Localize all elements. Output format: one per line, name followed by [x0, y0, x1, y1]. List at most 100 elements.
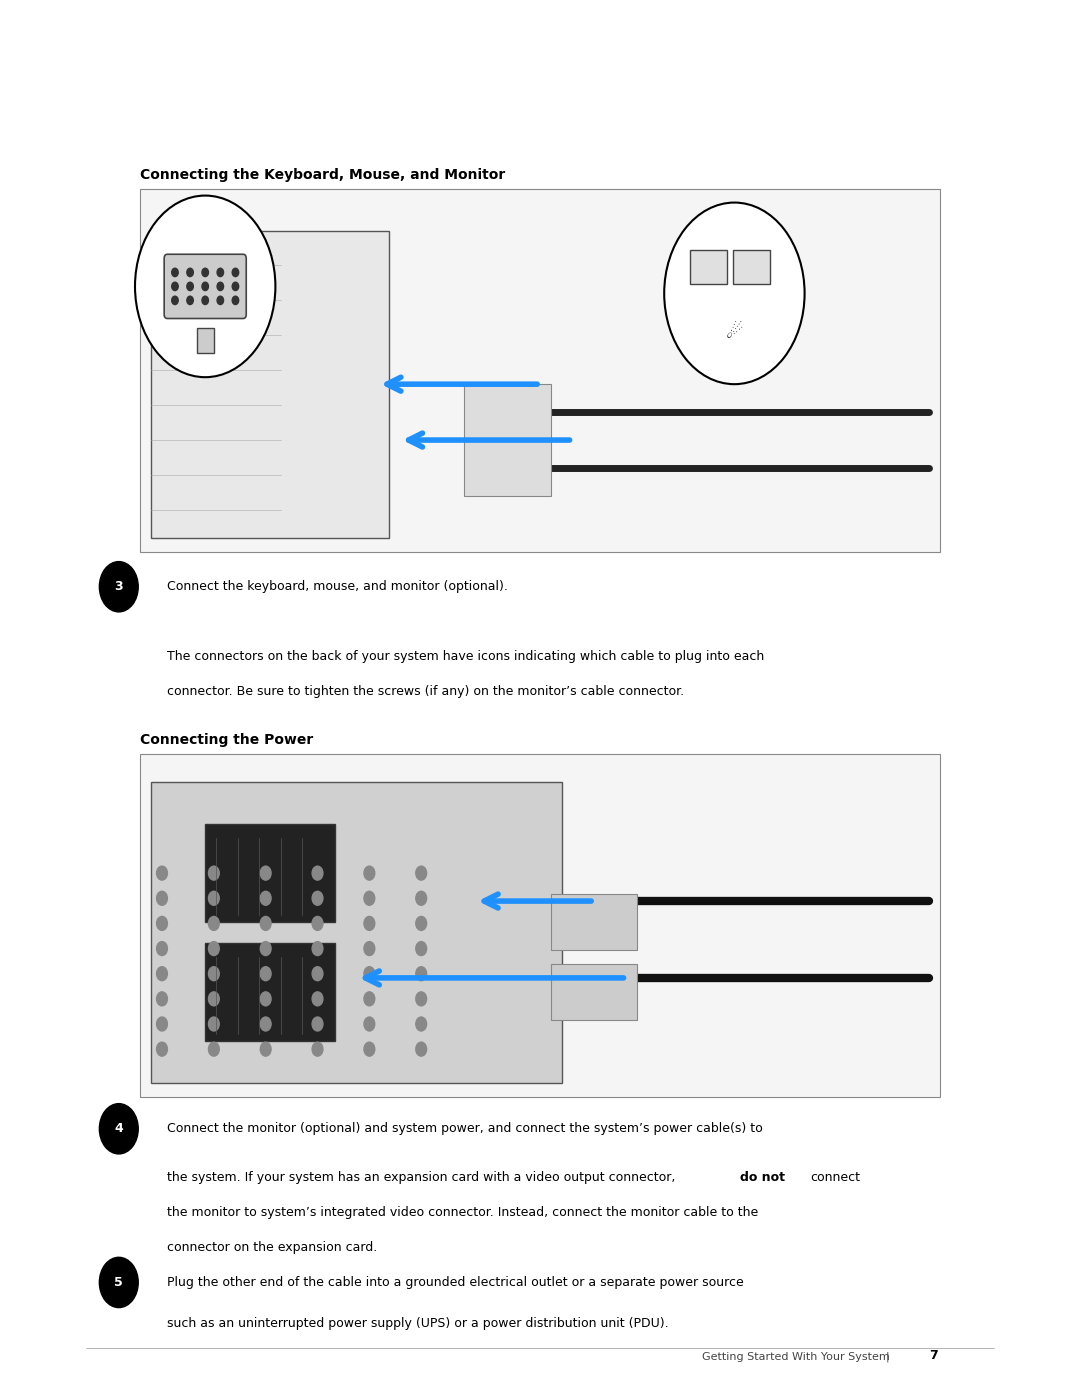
Circle shape: [664, 203, 805, 384]
FancyBboxPatch shape: [151, 782, 562, 1083]
Circle shape: [364, 967, 375, 981]
Circle shape: [260, 866, 271, 880]
Circle shape: [157, 992, 167, 1006]
Text: 4: 4: [114, 1122, 123, 1136]
Circle shape: [135, 196, 275, 377]
Circle shape: [99, 1104, 138, 1154]
Circle shape: [260, 916, 271, 930]
Circle shape: [208, 967, 219, 981]
Circle shape: [416, 942, 427, 956]
Circle shape: [202, 282, 208, 291]
Text: Plug the other end of the cable into a grounded electrical outlet or a separate : Plug the other end of the cable into a g…: [167, 1275, 744, 1289]
Circle shape: [364, 1042, 375, 1056]
Circle shape: [416, 992, 427, 1006]
Text: |: |: [886, 1351, 889, 1362]
FancyBboxPatch shape: [464, 384, 551, 440]
Circle shape: [157, 942, 167, 956]
FancyBboxPatch shape: [197, 328, 214, 353]
Circle shape: [157, 1042, 167, 1056]
Circle shape: [157, 1017, 167, 1031]
Circle shape: [312, 1017, 323, 1031]
Circle shape: [157, 891, 167, 905]
Circle shape: [208, 866, 219, 880]
Text: connect: connect: [810, 1171, 860, 1183]
Text: 7: 7: [929, 1350, 937, 1362]
Circle shape: [364, 891, 375, 905]
Text: such as an uninterrupted power supply (UPS) or a power distribution unit (PDU).: such as an uninterrupted power supply (U…: [167, 1317, 669, 1330]
Circle shape: [364, 942, 375, 956]
Circle shape: [208, 916, 219, 930]
Circle shape: [157, 916, 167, 930]
Circle shape: [364, 1017, 375, 1031]
Circle shape: [157, 967, 167, 981]
Circle shape: [260, 1042, 271, 1056]
Text: The connectors on the back of your system have icons indicating which cable to p: The connectors on the back of your syste…: [167, 650, 765, 662]
Circle shape: [416, 1017, 427, 1031]
Text: Getting Started With Your System: Getting Started With Your System: [702, 1352, 890, 1362]
Text: connector. Be sure to tighten the screws (if any) on the monitor’s cable connect: connector. Be sure to tighten the screws…: [167, 685, 685, 697]
Circle shape: [416, 967, 427, 981]
Circle shape: [260, 1017, 271, 1031]
Circle shape: [208, 942, 219, 956]
Circle shape: [99, 562, 138, 612]
Circle shape: [312, 942, 323, 956]
Text: Connect the keyboard, mouse, and monitor (optional).: Connect the keyboard, mouse, and monitor…: [167, 580, 509, 594]
FancyBboxPatch shape: [140, 754, 940, 1097]
Circle shape: [172, 268, 178, 277]
Circle shape: [416, 891, 427, 905]
Circle shape: [232, 282, 239, 291]
Circle shape: [312, 866, 323, 880]
Circle shape: [312, 916, 323, 930]
Circle shape: [217, 296, 224, 305]
Circle shape: [312, 992, 323, 1006]
Circle shape: [202, 296, 208, 305]
Circle shape: [232, 296, 239, 305]
Circle shape: [187, 268, 193, 277]
Circle shape: [364, 916, 375, 930]
Circle shape: [364, 866, 375, 880]
Circle shape: [172, 282, 178, 291]
FancyBboxPatch shape: [464, 440, 551, 496]
Circle shape: [187, 296, 193, 305]
Circle shape: [99, 1257, 138, 1308]
Circle shape: [260, 942, 271, 956]
Circle shape: [312, 891, 323, 905]
Circle shape: [416, 1042, 427, 1056]
FancyBboxPatch shape: [164, 254, 246, 319]
Text: 3: 3: [114, 580, 123, 594]
FancyBboxPatch shape: [551, 964, 637, 1020]
FancyBboxPatch shape: [205, 943, 335, 1041]
Circle shape: [157, 866, 167, 880]
Text: connector on the expansion card.: connector on the expansion card.: [167, 1241, 378, 1253]
Circle shape: [260, 891, 271, 905]
Text: the monitor to system’s integrated video connector. Instead, connect the monitor: the monitor to system’s integrated video…: [167, 1206, 758, 1218]
Circle shape: [217, 268, 224, 277]
FancyBboxPatch shape: [551, 894, 637, 950]
Text: Connect the monitor (optional) and system power, and connect the system’s power : Connect the monitor (optional) and syste…: [167, 1122, 764, 1136]
Circle shape: [208, 891, 219, 905]
Circle shape: [217, 282, 224, 291]
Circle shape: [416, 866, 427, 880]
Circle shape: [260, 967, 271, 981]
Text: Connecting the Keyboard, Mouse, and Monitor: Connecting the Keyboard, Mouse, and Moni…: [140, 168, 505, 182]
Circle shape: [208, 1017, 219, 1031]
Circle shape: [416, 916, 427, 930]
Circle shape: [208, 992, 219, 1006]
Circle shape: [260, 992, 271, 1006]
Text: the system. If your system has an expansion card with a video output connector,: the system. If your system has an expans…: [167, 1171, 676, 1183]
FancyBboxPatch shape: [733, 250, 770, 284]
Text: ☄: ☄: [726, 323, 743, 342]
FancyBboxPatch shape: [690, 250, 727, 284]
Circle shape: [312, 967, 323, 981]
Text: Connecting the Power: Connecting the Power: [140, 733, 313, 747]
FancyBboxPatch shape: [140, 189, 940, 552]
FancyBboxPatch shape: [151, 231, 389, 538]
Circle shape: [364, 992, 375, 1006]
Text: 5: 5: [114, 1275, 123, 1289]
Circle shape: [187, 282, 193, 291]
Circle shape: [202, 268, 208, 277]
Text: do not: do not: [740, 1171, 785, 1183]
Circle shape: [172, 296, 178, 305]
Circle shape: [208, 1042, 219, 1056]
FancyBboxPatch shape: [205, 824, 335, 922]
